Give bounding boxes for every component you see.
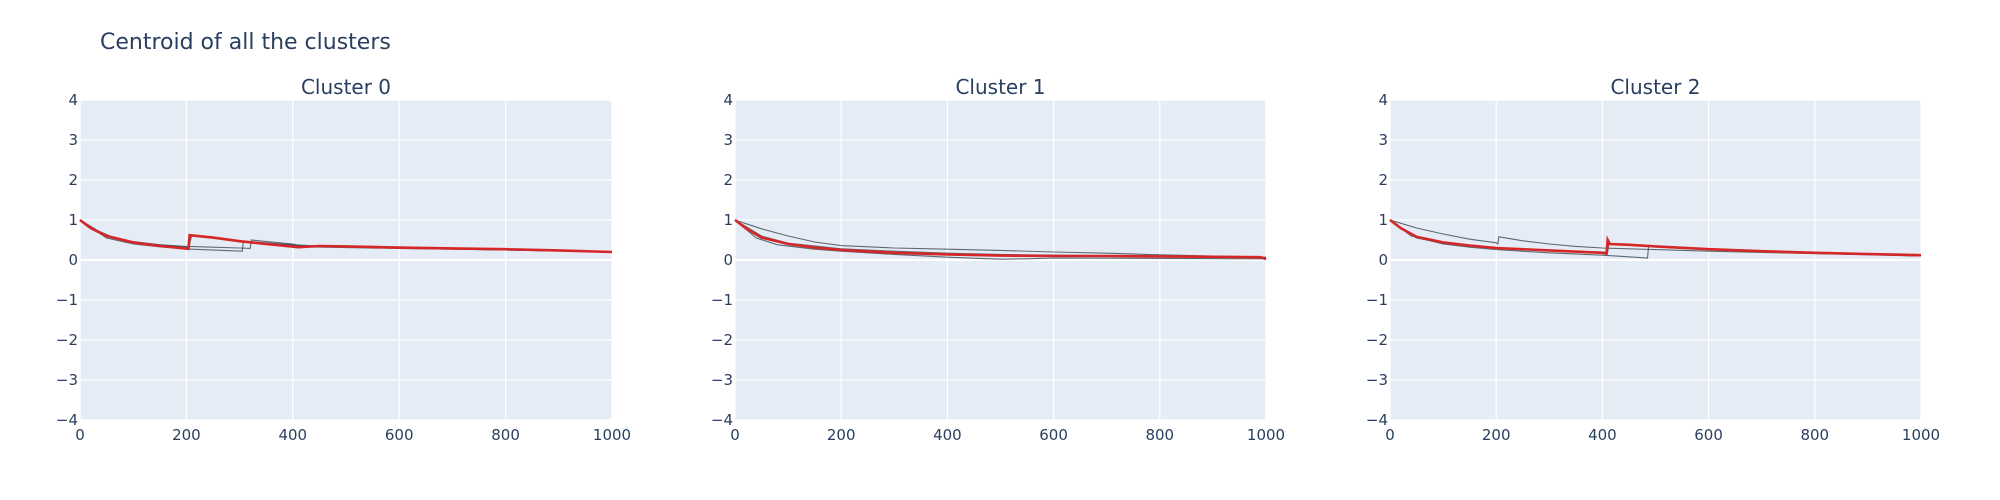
x-tick-label: 400 bbox=[278, 426, 307, 444]
y-tick-label: 4 bbox=[1378, 91, 1388, 109]
cluster-2-panel: 0 200 400 600 800 1000 −4 −3 −2 −1 0 1 2 3 4 Cluster 2 bbox=[1366, 75, 1940, 444]
y-tick-label: 1 bbox=[68, 211, 78, 229]
member-series-line bbox=[1389, 219, 1922, 257]
y-tick-label: −2 bbox=[1366, 331, 1388, 349]
y-tick-label: 3 bbox=[68, 131, 78, 149]
y-tick-label: 2 bbox=[68, 171, 78, 189]
x-tick-label: 600 bbox=[1039, 426, 1068, 444]
y-tick-label: −1 bbox=[56, 291, 78, 309]
member-series-line bbox=[734, 219, 1267, 260]
x-tick-label: 400 bbox=[1588, 426, 1617, 444]
y-tick-label: −4 bbox=[1366, 411, 1388, 429]
y-tick-label: 0 bbox=[1378, 251, 1388, 269]
x-tick-label: 1000 bbox=[1247, 426, 1285, 444]
centroid-line bbox=[734, 218, 1267, 261]
x-tick-label: 400 bbox=[933, 426, 962, 444]
subplot-title: Cluster 0 bbox=[301, 75, 391, 99]
y-tick-label: −2 bbox=[56, 331, 78, 349]
y-tick-label: 1 bbox=[1378, 211, 1388, 229]
y-tick-label: −1 bbox=[711, 291, 733, 309]
y-tick-label: −1 bbox=[1366, 291, 1388, 309]
cluster-1-panel: 0 200 400 600 800 1000 −4 −3 −2 −1 0 1 2 3 4 Cluster 1 bbox=[711, 75, 1285, 444]
x-tick-label: 800 bbox=[491, 426, 520, 444]
y-tick-label: 1 bbox=[723, 211, 733, 229]
y-tick-label: −3 bbox=[56, 371, 78, 389]
member-series-line bbox=[734, 219, 1267, 258]
y-tick-label: 0 bbox=[723, 251, 733, 269]
x-tick-label: 0 bbox=[1385, 426, 1395, 444]
x-tick-label: 0 bbox=[75, 426, 85, 444]
x-tick-label: 800 bbox=[1800, 426, 1829, 444]
x-tick-label: 0 bbox=[730, 426, 740, 444]
page-title: Centroid of all the clusters bbox=[100, 30, 391, 55]
x-tick-label: 200 bbox=[827, 426, 856, 444]
y-tick-label: 3 bbox=[1378, 131, 1388, 149]
y-tick-label: −4 bbox=[56, 411, 78, 429]
y-tick-label: 0 bbox=[68, 251, 78, 269]
subplot-title: Cluster 2 bbox=[1610, 75, 1700, 99]
subplot-title: Cluster 1 bbox=[955, 75, 1045, 99]
y-tick-label: 2 bbox=[723, 171, 733, 189]
x-tick-label: 800 bbox=[1145, 426, 1174, 444]
y-tick-label: −4 bbox=[711, 411, 733, 429]
x-tick-label: 600 bbox=[385, 426, 414, 444]
x-tick-label: 1000 bbox=[593, 426, 631, 444]
x-tick-label: 200 bbox=[1482, 426, 1511, 444]
y-tick-label: 4 bbox=[723, 91, 733, 109]
centroid-line bbox=[79, 218, 613, 254]
y-tick-label: 4 bbox=[68, 91, 78, 109]
cluster-0-panel: 0 200 400 600 800 1000 −4 −3 −2 −1 0 1 2 3 4 Cluster 0 bbox=[56, 75, 631, 444]
x-tick-label: 200 bbox=[172, 426, 201, 444]
y-tick-label: −3 bbox=[711, 371, 733, 389]
y-tick-label: 3 bbox=[723, 131, 733, 149]
y-tick-label: −3 bbox=[1366, 371, 1388, 389]
x-tick-label: 1000 bbox=[1902, 426, 1940, 444]
x-tick-label: 600 bbox=[1694, 426, 1723, 444]
y-tick-label: −2 bbox=[711, 331, 733, 349]
y-tick-label: 2 bbox=[1378, 171, 1388, 189]
centroid-line bbox=[1389, 218, 1922, 257]
